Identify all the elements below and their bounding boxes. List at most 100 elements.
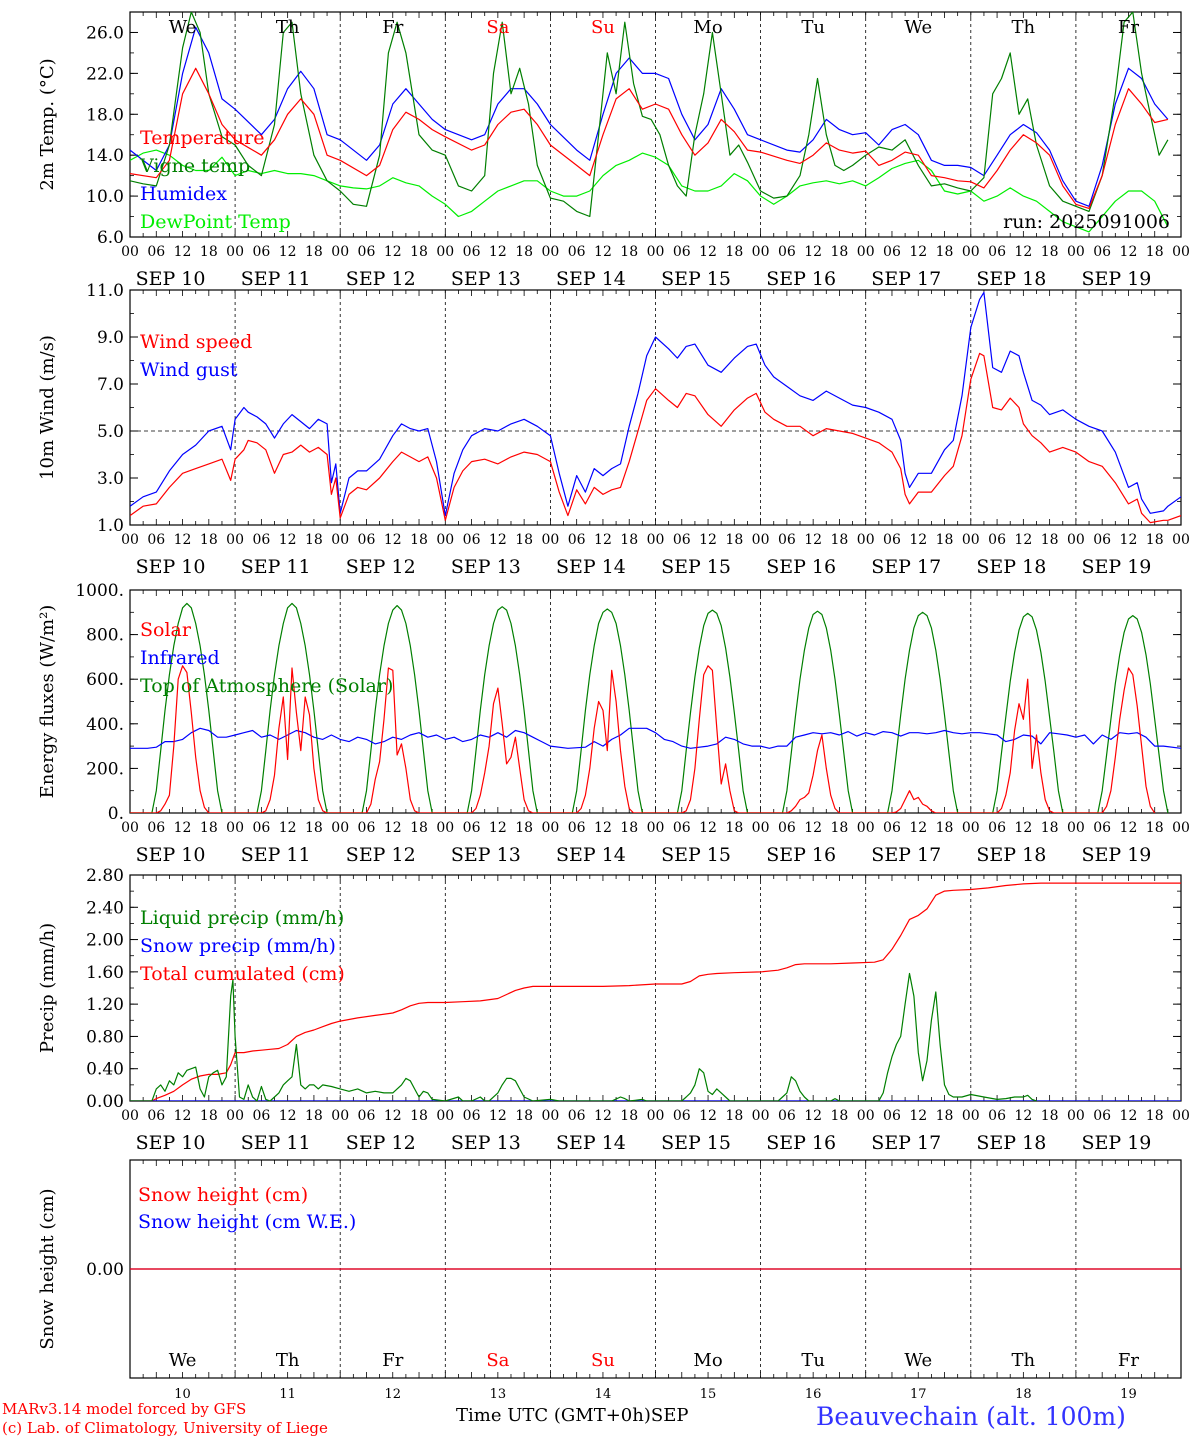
y-tick-label: 9.0	[97, 328, 124, 348]
hour-tick-label: 06	[252, 820, 270, 836]
day-abbr-label: We	[904, 17, 932, 38]
hour-tick-label: 00	[226, 244, 244, 260]
day-abbr-label: Sa	[486, 1350, 509, 1371]
day-abbr-label: Th	[1012, 1350, 1036, 1371]
y-tick-label: 7.0	[97, 375, 124, 395]
hour-tick-label: 00	[857, 244, 875, 260]
hour-tick-label: 06	[883, 532, 901, 548]
hour-tick-label: 06	[147, 1108, 165, 1124]
hour-tick-label: 18	[1041, 244, 1059, 260]
time-axis-title: Time UTC (GMT+0h)SEP	[456, 1405, 688, 1426]
hour-tick-label: 12	[1120, 1108, 1138, 1124]
hour-tick-label: 06	[463, 820, 481, 836]
day-number-label: 14	[595, 1387, 612, 1402]
hour-tick-label: 12	[174, 244, 192, 260]
hour-tick-label: 06	[463, 244, 481, 260]
hour-tick-label: 00	[541, 1108, 559, 1124]
date-label: SEP 19	[1082, 844, 1152, 866]
hour-tick-label: 06	[1093, 532, 1111, 548]
hour-tick-label: 00	[1172, 820, 1190, 836]
date-label: SEP 15	[661, 268, 731, 290]
hour-tick-label: 18	[200, 532, 218, 548]
hour-tick-label: 12	[1014, 244, 1032, 260]
y-tick-label: 800.	[86, 626, 124, 646]
date-label: SEP 14	[556, 844, 626, 866]
panel-temp: 6.0 10.0 14.0 18.0 22.0 26.0 2m Temp. (°C) Temp…	[37, 11, 1190, 290]
hour-tick-label: 18	[831, 244, 849, 260]
hour-tick-label: 06	[358, 820, 376, 836]
hour-tick-label: 12	[909, 532, 927, 548]
hour-tick-label: 06	[147, 532, 165, 548]
hour-tick-label: 12	[594, 1108, 612, 1124]
hour-tick-label: 12	[384, 532, 402, 548]
series-line	[130, 727, 1181, 749]
hour-tick-label: 18	[1146, 820, 1164, 836]
hour-tick-label: 12	[1014, 1108, 1032, 1124]
model-credit: MARv3.14 model forced by GFS (c) Lab. of…	[2, 1400, 328, 1438]
hour-tick-label: 00	[121, 244, 139, 260]
hour-tick-label: 12	[1014, 532, 1032, 548]
hour-tick-label: 00	[226, 1108, 244, 1124]
legend-entry: Total cumulated (cm)	[140, 963, 345, 985]
date-label: SEP 13	[451, 556, 521, 578]
date-label: SEP 13	[451, 844, 521, 866]
date-label: SEP 17	[871, 1132, 941, 1154]
hour-tick-label: 12	[804, 532, 822, 548]
series-line	[130, 26, 1169, 207]
date-label: SEP 18	[976, 1132, 1046, 1154]
y-tick-label: 0.80	[86, 1027, 124, 1047]
date-label: SEP 10	[136, 268, 206, 290]
series-line	[130, 149, 1169, 233]
hour-tick-label: 18	[200, 244, 218, 260]
series-line	[130, 972, 1037, 1101]
day-number-label: 18	[1015, 1387, 1032, 1402]
hour-tick-label: 18	[410, 244, 428, 260]
day-abbr-label: Mo	[693, 17, 722, 38]
hour-tick-label: 00	[121, 820, 139, 836]
legend-entry: Snow height (cm)	[138, 1184, 308, 1206]
credit-line-2: (c) Lab. of Climatology, University of L…	[2, 1419, 328, 1437]
day-abbr-label: Sa	[486, 17, 509, 38]
legend-entry: Top of Atmosphere (Solar)	[140, 675, 393, 697]
series-line	[130, 665, 1156, 813]
hour-tick-label: 12	[594, 244, 612, 260]
hour-tick-label: 12	[384, 1108, 402, 1124]
y-tick-label: 1000.	[75, 581, 124, 601]
hour-tick-label: 00	[541, 820, 559, 836]
y-tick-label: 2.40	[86, 898, 124, 918]
hour-tick-label: 12	[699, 244, 717, 260]
day-abbr-label: We	[169, 1350, 197, 1371]
hour-tick-label: 06	[358, 1108, 376, 1124]
date-label: SEP 11	[241, 1132, 311, 1154]
hour-tick-label: 18	[515, 820, 533, 836]
y-tick-label: 5.0	[97, 422, 124, 442]
hour-tick-label: 12	[1120, 244, 1138, 260]
hour-tick-label: 00	[962, 532, 980, 548]
y-axis-label: Energy fluxes (W/m²)	[37, 605, 58, 799]
hour-tick-label: 12	[699, 532, 717, 548]
hour-tick-label: 12	[489, 1108, 507, 1124]
date-label: SEP 16	[766, 844, 836, 866]
hour-tick-label: 00	[331, 532, 349, 548]
y-tick-label: 11.0	[86, 281, 124, 301]
hour-tick-label: 12	[279, 820, 297, 836]
y-tick-label: 3.0	[97, 469, 124, 489]
hour-tick-label: 06	[252, 1108, 270, 1124]
hour-tick-label: 18	[831, 532, 849, 548]
hour-tick-label: 18	[200, 1108, 218, 1124]
date-label: SEP 18	[976, 556, 1046, 578]
hour-tick-label: 00	[647, 532, 665, 548]
day-abbr-label: We	[904, 1350, 932, 1371]
date-label: SEP 14	[556, 556, 626, 578]
legend-entry: Solar	[140, 619, 192, 641]
hour-tick-label: 12	[699, 820, 717, 836]
hour-tick-label: 00	[226, 532, 244, 548]
day-number-label: 13	[490, 1387, 507, 1402]
hour-tick-label: 18	[515, 244, 533, 260]
hour-tick-label: 12	[594, 820, 612, 836]
hour-tick-label: 00	[647, 1108, 665, 1124]
hour-tick-label: 06	[988, 1108, 1006, 1124]
day-abbr-label: Su	[591, 1350, 615, 1371]
day-number-label: 16	[805, 1387, 822, 1402]
